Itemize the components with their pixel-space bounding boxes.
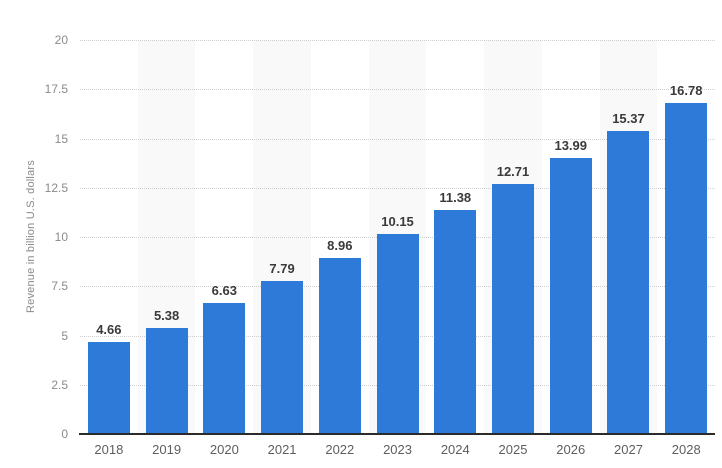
category-column-2019: 5.38: [138, 40, 196, 434]
category-column-2018: 4.66: [80, 40, 138, 434]
bar-2020[interactable]: [203, 303, 246, 434]
x-tick-2019: 2019: [152, 442, 182, 457]
value-label-2026: 13.99: [554, 138, 588, 154]
y-tick-2.5: 2.5: [51, 377, 68, 392]
x-axis-tick-labels: 2018 2019 2020 2021 2022 2023 2024 2025 2026 2027…: [80, 442, 715, 457]
bar-series: 4.66 5.38 6.63 7.79 8.96 10.15 11.38 12.71 13.99…: [80, 40, 715, 434]
bar-2021[interactable]: [261, 280, 304, 434]
x-tick-2027: 2027: [614, 442, 643, 457]
value-label-2019: 5.38: [153, 308, 180, 323]
bar-2022[interactable]: [318, 257, 361, 434]
x-tick-2025: 2025: [498, 442, 528, 457]
y-tick-15: 15: [54, 131, 68, 146]
y-tick-17.5: 17.5: [44, 82, 68, 97]
x-tick-2018: 2018: [94, 442, 124, 457]
category-column-2023: 10.15: [369, 40, 427, 434]
value-label-2027: 15.37: [612, 111, 645, 127]
bar-2027[interactable]: [607, 131, 650, 434]
plot-area: 4.66 5.38 6.63 7.79 8.96 10.15 11.38 12.71 13.99…: [80, 40, 715, 434]
y-tick-20: 20: [54, 33, 68, 47]
x-tick-2020: 2020: [209, 442, 239, 457]
category-column-2026: 13.99: [542, 40, 600, 434]
gridline-15: [80, 138, 715, 140]
bar-2024[interactable]: [434, 209, 477, 434]
category-column-2028: 16.78: [657, 40, 715, 434]
bar-2028[interactable]: [665, 103, 708, 434]
category-column-2027: 15.37: [600, 40, 658, 434]
gridline-20: [80, 40, 715, 41]
value-label-2023: 10.15: [381, 214, 414, 229]
category-column-2021: 7.79: [253, 40, 311, 434]
value-label-2021: 7.79: [269, 260, 295, 276]
category-column-2025: 12.71: [484, 40, 542, 434]
x-axis-line: [79, 433, 715, 435]
value-label-2018: 4.66: [96, 322, 122, 338]
category-column-2020: 6.63: [195, 40, 253, 434]
value-label-2020: 6.63: [211, 283, 237, 299]
bar-2025[interactable]: [492, 183, 534, 434]
bar-2018[interactable]: [87, 342, 130, 434]
y-tick-10: 10: [54, 230, 68, 244]
y-axis-tick-labels: 0 2.5 5 7.5 10 12.5 15 17.5 20: [0, 0, 68, 468]
x-tick-2028: 2028: [671, 442, 701, 457]
bar-2019[interactable]: [145, 328, 188, 434]
y-tick-12.5: 12.5: [44, 180, 68, 195]
x-tick-2023: 2023: [383, 442, 412, 457]
bar-2026[interactable]: [549, 158, 592, 434]
x-tick-2022: 2022: [325, 442, 355, 457]
y-tick-0: 0: [61, 427, 68, 441]
bar-2023[interactable]: [376, 234, 419, 434]
category-column-2022: 8.96: [311, 40, 369, 434]
value-label-2022: 8.96: [327, 237, 353, 253]
gridline-17.5: [80, 89, 715, 91]
y-tick-7.5: 7.5: [51, 279, 68, 294]
x-tick-2026: 2026: [556, 442, 586, 457]
x-tick-2024: 2024: [440, 442, 470, 457]
value-label-2025: 12.71: [496, 163, 530, 179]
x-tick-2021: 2021: [267, 442, 297, 457]
value-label-2024: 11.38: [439, 189, 472, 205]
gridline-12.5: [80, 187, 715, 189]
value-label-2028: 16.78: [669, 83, 703, 99]
category-column-2024: 11.38: [426, 40, 484, 434]
y-tick-5: 5: [61, 328, 68, 343]
